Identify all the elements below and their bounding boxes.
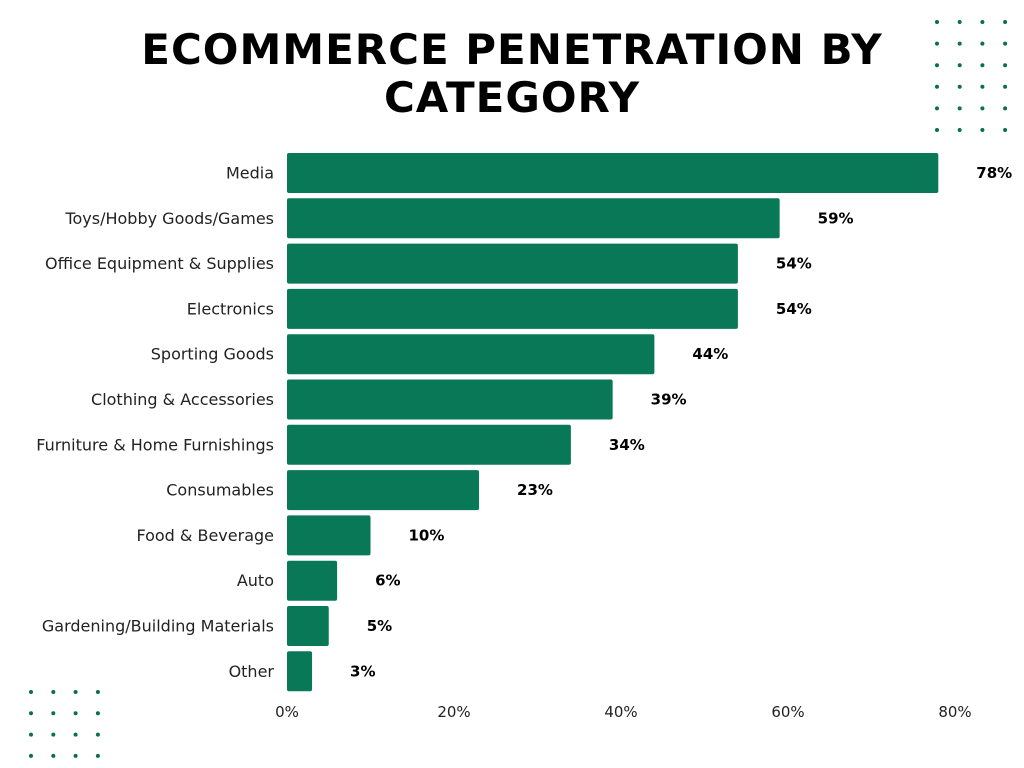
category-label-auto: Auto [237, 571, 274, 590]
decor-top-right-dot [957, 41, 962, 46]
decor-bottom-left-dot [29, 732, 33, 737]
x-tick-label-80: 80% [938, 703, 971, 721]
bar-toys-hobby-goods-games [287, 198, 780, 239]
category-label-media: Media [226, 164, 274, 183]
value-label-food-beverage: 10% [409, 526, 445, 544]
chart-title-line-2: CATEGORY [383, 73, 641, 122]
bar-consumables [287, 470, 480, 511]
value-labels-group: 78% 59% 54% 54% 44% 39% 34% 23% 10% 6% 5% 3% [350, 164, 1012, 680]
category-label-electronics: Electronics [187, 299, 274, 318]
value-label-gardening-building-materials: 5% [367, 617, 392, 635]
category-label-consumables: Consumables [166, 481, 274, 500]
decor-bottom-left-dot [95, 753, 100, 758]
value-label-auto: 6% [375, 572, 400, 590]
category-label-food-beverage: Food & Beverage [136, 526, 274, 545]
bar-clothing-accessories [287, 379, 613, 420]
decor-bottom-left-dot [51, 690, 56, 694]
category-label-furniture-home-furnishings: Furniture & Home Furnishings [36, 435, 274, 454]
decor-top-right-dot [957, 63, 962, 68]
category-label-gardening-building-materials: Gardening/Building Materials [42, 617, 274, 636]
decor-bottom-left-dot [95, 711, 100, 716]
bar-auto [287, 560, 338, 601]
x-tick-label-40: 40% [604, 703, 637, 721]
decor-top-right-dot [935, 41, 939, 46]
decor-bottom-left-dot [95, 690, 100, 694]
decor-top-right-dot [1003, 128, 1008, 132]
decor-top-right-dot [957, 20, 962, 24]
value-label-office-equipment-supplies: 54% [776, 255, 812, 273]
decor-top-right-dot [980, 84, 985, 89]
decor-bottom-left-dot [73, 690, 78, 694]
decor-top-right-dot [935, 63, 939, 68]
x-tick-label-20: 20% [437, 703, 470, 721]
category-label-toys-hobby-goods-games: Toys/Hobby Goods/Games [64, 209, 274, 228]
category-label-clothing-accessories: Clothing & Accessories [91, 390, 274, 409]
value-label-furniture-home-furnishings: 34% [609, 436, 645, 454]
decor-top-right-dot [935, 106, 939, 111]
bar-electronics [287, 288, 738, 329]
decor-top-right-dot [935, 20, 939, 24]
category-label-sporting-goods: Sporting Goods [151, 345, 274, 364]
chart-title: ECOMMERCE PENETRATION BY CATEGORY [0, 26, 1024, 122]
decor-top-right-dot [935, 84, 939, 89]
decor-bottom-left-dot [29, 753, 33, 758]
decor-bottom-left-dot [51, 732, 56, 737]
decor-top-right-dot [980, 41, 985, 46]
x-tick-label-60: 60% [771, 703, 804, 721]
decor-bottom-left-dot [73, 753, 78, 758]
decor-bottom-left-dot [51, 711, 56, 716]
decor-top-right-dot [1003, 20, 1008, 24]
decor-bottom-left-dot [95, 732, 100, 737]
decor-bottom-left-dot [29, 711, 33, 716]
decor-top-right-dot [957, 106, 962, 111]
decor-top-right-dot [1003, 41, 1008, 46]
x-axis-ticks-group: 0% 20% 40% 60% 80% [275, 703, 972, 721]
value-label-electronics: 54% [776, 300, 812, 318]
decor-top-right-dot [935, 128, 939, 132]
x-tick-label-0: 0% [275, 703, 299, 721]
bar-gardening-building-materials [287, 606, 329, 646]
bars-group [287, 153, 939, 692]
decor-bottom-left-dot [73, 711, 78, 716]
decor-top-right-dot [1003, 84, 1008, 89]
bar-media [287, 153, 939, 193]
bar-other [287, 651, 313, 692]
category-labels-group: Media Toys/Hobby Goods/Games Office Equipm… [36, 164, 274, 681]
value-label-other: 3% [350, 662, 375, 680]
value-label-toys-hobby-goods-games: 59% [818, 209, 854, 227]
decor-bottom-left-dot [73, 732, 78, 737]
decor-top-right-dot [980, 63, 985, 68]
decor-top-right-dot [957, 128, 962, 132]
value-label-media: 78% [976, 164, 1012, 182]
decor-top-right-dot [957, 84, 962, 89]
bar-sporting-goods [287, 334, 655, 375]
bar-furniture-home-furnishings [287, 424, 571, 465]
bar-office-equipment-supplies [287, 243, 738, 284]
decor-bottom-left-dot [29, 690, 33, 694]
value-label-sporting-goods: 44% [692, 345, 728, 363]
decor-top-right-dot [980, 106, 985, 111]
decor-bottom-left-dot [51, 753, 56, 758]
category-label-other: Other [229, 662, 275, 681]
category-label-office-equipment-supplies: Office Equipment & Supplies [45, 254, 274, 273]
dot-grid-decoration-bottom-left [29, 690, 100, 758]
chart-title-line-1: ECOMMERCE PENETRATION BY [141, 25, 883, 74]
decor-top-right-dot [1003, 63, 1008, 68]
dot-grid-decoration-top-right [935, 20, 1008, 132]
value-label-clothing-accessories: 39% [651, 391, 687, 409]
decor-top-right-dot [980, 128, 985, 132]
decor-top-right-dot [980, 20, 985, 24]
decor-top-right-dot [1003, 106, 1008, 111]
bar-food-beverage [287, 515, 371, 556]
value-label-consumables: 23% [517, 481, 553, 499]
